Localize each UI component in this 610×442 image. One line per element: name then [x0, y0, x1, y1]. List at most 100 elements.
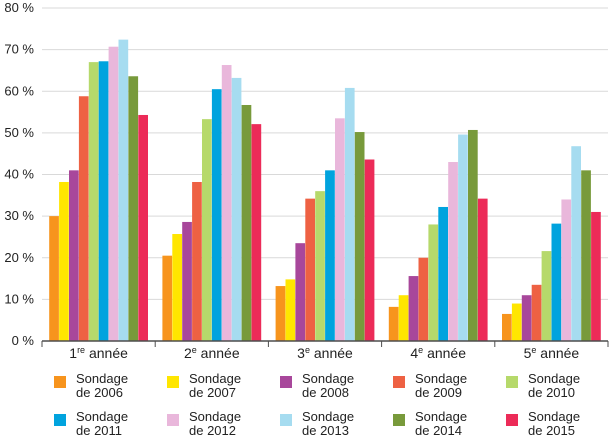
legend-label: Sondage de 2010 — [528, 371, 581, 400]
bar — [364, 159, 375, 341]
legend-item: Sondage de 2015 — [506, 410, 610, 442]
bar — [295, 243, 306, 341]
bar — [344, 87, 355, 341]
bar — [354, 132, 365, 341]
bar — [388, 306, 399, 341]
bar — [162, 255, 173, 341]
y-tick-label: 50 % — [4, 125, 34, 140]
bar — [531, 284, 542, 341]
y-tick-label: 20 % — [4, 250, 34, 265]
bar — [477, 198, 488, 341]
x-category-label: 5e année — [524, 345, 580, 361]
legend-label: Sondage de 2014 — [415, 409, 468, 438]
x-category-label: 2e année — [184, 345, 240, 361]
bar — [448, 162, 458, 341]
x-category-label: 3e année — [297, 345, 353, 361]
bar — [78, 96, 89, 341]
bar — [211, 89, 222, 341]
legend: Sondage de 2006 Sondage de 2007 Sondage de… — [0, 372, 610, 442]
legend-swatch — [280, 376, 292, 388]
legend-label: Sondage de 2015 — [528, 409, 581, 438]
bar — [251, 124, 262, 341]
bar — [69, 170, 79, 341]
y-tick-label: 70 % — [4, 42, 34, 57]
legend-swatch — [54, 376, 66, 388]
legend-item: Sondage de 2010 — [506, 372, 610, 404]
legend-label: Sondage de 2007 — [189, 371, 242, 400]
legend-label: Sondage de 2013 — [302, 409, 355, 438]
bar — [315, 191, 325, 341]
bar — [561, 199, 572, 341]
bar — [398, 295, 409, 341]
bar — [541, 251, 552, 341]
legend-item: Sondage de 2014 — [393, 410, 511, 442]
bar-chart: 0 % 10 % 20 % 30 % 40 % 50 % 60 % 70 % 80 % 1re … — [4, 0, 609, 361]
legend-swatch — [167, 376, 179, 388]
bar — [305, 198, 315, 341]
x-category-label: 4e année — [410, 345, 466, 361]
legend-swatch — [280, 414, 292, 426]
bar — [502, 313, 512, 341]
bar — [335, 118, 345, 341]
bar — [49, 216, 59, 342]
bar — [581, 170, 591, 341]
legend-label: Sondage de 2012 — [189, 409, 242, 438]
legend-item: Sondage de 2008 — [280, 372, 398, 404]
bar — [468, 129, 478, 341]
bar — [418, 257, 429, 341]
y-axis-ticks: 0 % 10 % 20 % 30 % 40 % 50 % 60 % 70 % 80 % — [4, 0, 34, 348]
bar — [591, 211, 601, 341]
bar — [192, 181, 202, 341]
bar — [325, 170, 335, 341]
legend-swatch — [167, 414, 179, 426]
legend-swatch — [506, 414, 518, 426]
bar — [511, 303, 522, 341]
bar — [275, 286, 286, 341]
bar — [285, 279, 296, 341]
legend-label: Sondage de 2008 — [302, 371, 355, 400]
legend-swatch — [393, 376, 405, 388]
legend-label: Sondage de 2011 — [76, 409, 129, 438]
y-tick-label: 80 % — [4, 0, 34, 15]
bar — [458, 134, 468, 341]
bar — [438, 206, 448, 341]
bar — [108, 46, 119, 342]
bar — [551, 223, 562, 341]
bar — [138, 114, 148, 341]
bar — [202, 119, 212, 341]
legend-label: Sondage de 2006 — [76, 371, 129, 400]
bar — [571, 146, 581, 341]
bar — [231, 77, 242, 342]
y-tick-label: 0 % — [12, 333, 35, 348]
bar — [59, 181, 69, 341]
x-category-label: 1re année — [69, 345, 128, 361]
bar — [182, 221, 192, 341]
legend-swatch — [393, 414, 405, 426]
bar — [428, 224, 439, 341]
y-tick-label: 60 % — [4, 83, 34, 98]
bar — [241, 104, 252, 342]
bar — [98, 61, 109, 341]
legend-item: Sondage de 2012 — [167, 410, 285, 442]
legend-swatch — [54, 414, 66, 426]
bar — [408, 276, 419, 341]
legend-item: Sondage de 2007 — [167, 372, 285, 404]
bar — [118, 39, 129, 341]
bar — [221, 65, 232, 341]
bars — [49, 39, 601, 342]
bar — [88, 62, 99, 342]
bar — [521, 295, 532, 341]
legend-item: Sondage de 2011 — [54, 410, 172, 442]
x-axis-labels: 1re année 2e année 3e année 4e année 5e anné… — [69, 345, 579, 361]
y-tick-label: 40 % — [4, 167, 34, 182]
legend-swatch — [506, 376, 518, 388]
x-axis — [41, 340, 609, 347]
y-tick-label: 10 % — [4, 291, 34, 306]
legend-item: Sondage de 2013 — [280, 410, 398, 442]
y-tick-label: 30 % — [4, 208, 34, 223]
bar — [172, 234, 182, 341]
legend-item: Sondage de 2006 — [54, 372, 172, 404]
legend-label: Sondage de 2009 — [415, 371, 468, 400]
legend-item: Sondage de 2009 — [393, 372, 511, 404]
bar — [128, 76, 139, 341]
